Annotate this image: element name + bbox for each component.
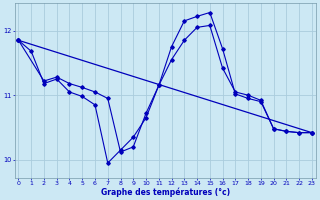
X-axis label: Graphe des températures (°c): Graphe des températures (°c): [100, 187, 230, 197]
